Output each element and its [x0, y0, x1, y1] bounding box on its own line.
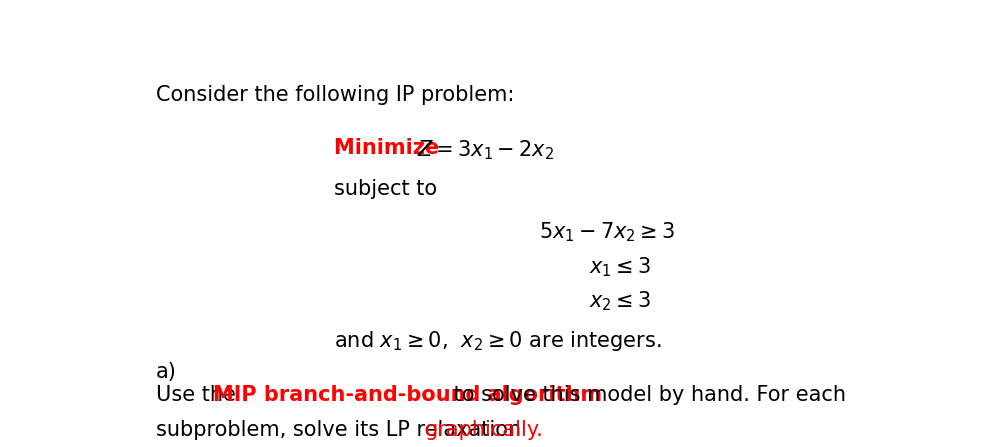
Text: $5x_1 - 7x_2 \geq 3$: $5x_1 - 7x_2 \geq 3$: [539, 220, 675, 244]
Text: subproblem, solve its LP relaxation: subproblem, solve its LP relaxation: [156, 420, 527, 440]
Text: $Z = 3x_1 - 2x_2$: $Z = 3x_1 - 2x_2$: [417, 138, 554, 161]
Text: and $x_1 \geq 0$,  $x_2 \geq 0$ are integers.: and $x_1 \geq 0$, $x_2 \geq 0$ are integ…: [333, 329, 662, 353]
Text: MIP branch-and-bound algorithm: MIP branch-and-bound algorithm: [213, 385, 602, 405]
Text: Use the: Use the: [156, 385, 243, 405]
Text: Minimize: Minimize: [333, 138, 446, 158]
Text: subject to: subject to: [333, 179, 437, 199]
Text: $x_1 \leq 3$: $x_1 \leq 3$: [589, 255, 651, 278]
Text: Consider the following IP problem:: Consider the following IP problem:: [156, 84, 514, 105]
Text: a): a): [156, 362, 177, 382]
Text: graphically.: graphically.: [425, 420, 544, 440]
Text: to solve this model by hand. For each: to solve this model by hand. For each: [446, 385, 845, 405]
Text: $x_2 \leq 3$: $x_2 \leq 3$: [589, 289, 651, 313]
